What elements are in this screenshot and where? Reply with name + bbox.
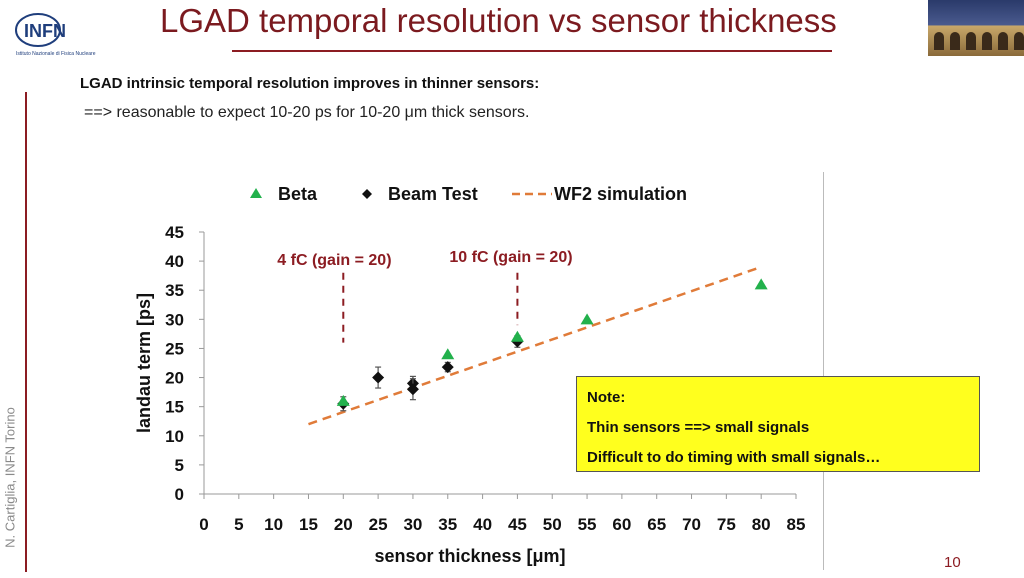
y-tick-label: 5 — [175, 456, 184, 475]
beam-test-point — [406, 383, 419, 396]
x-tick-label: 80 — [752, 515, 771, 534]
note-heading: Note: — [587, 389, 626, 406]
legend-beta-marker — [250, 188, 262, 198]
x-tick-label: 45 — [508, 515, 527, 534]
annotation-label: 4 fC (gain = 20) — [277, 252, 391, 269]
svg-text:Istituto Nazionale di Fisica N: Istituto Nazionale di Fisica Nucleare — [16, 51, 96, 57]
x-tick-label: 0 — [199, 515, 208, 534]
x-tick-label: 60 — [612, 515, 631, 534]
timing-chart: 0 5 10 15 20 25 30 35 40 45 50 55 60 65 70 75 80 85 0 5 10 15… — [134, 184, 806, 566]
legend-wf2-label: WF2 simulation — [554, 184, 687, 204]
subline-text: ==> reasonable to expect 10-20 ps for 10… — [84, 104, 530, 121]
x-tick-label: 15 — [299, 515, 318, 534]
page-number: 10 — [944, 554, 961, 571]
x-tick-label: 25 — [369, 515, 388, 534]
title-underline — [232, 50, 832, 52]
chart-container: 0 5 10 15 20 25 30 35 40 45 50 55 60 65 70 75 80 85 0 5 10 15… — [130, 172, 826, 572]
note-line-1: Thin sensors ==> small signals — [587, 419, 810, 436]
beta-point — [510, 330, 524, 342]
x-tick-label: 75 — [717, 515, 736, 534]
x-tick-label: 10 — [264, 515, 283, 534]
y-tick-label: 25 — [165, 339, 184, 358]
x-tick-label: 70 — [682, 515, 701, 534]
x-tick-label: 50 — [543, 515, 562, 534]
x-tick-label: 55 — [578, 515, 597, 534]
note-line-2: Difficult to do timing with small signal… — [587, 449, 881, 466]
beta-point — [754, 278, 768, 290]
torino-photo — [928, 0, 1024, 56]
author-label: N. Cartiglia, INFN Torino — [2, 407, 18, 548]
legend-beam-test-label: Beam Test — [388, 184, 478, 204]
wf2-simulation-line — [308, 265, 762, 426]
headline-text: LGAD intrinsic temporal resolution impro… — [80, 75, 540, 92]
y-tick-label: 0 — [175, 485, 184, 504]
page-title: LGAD temporal resolution vs sensor thick… — [160, 2, 837, 39]
beta-point — [441, 348, 455, 360]
x-tick-label: 20 — [334, 515, 353, 534]
annotation-label: 10 fC (gain = 20) — [449, 249, 572, 266]
left-accent-rule — [25, 92, 27, 572]
x-tick-label: 65 — [647, 515, 666, 534]
y-tick-label: 35 — [165, 281, 184, 300]
x-tick-label: 35 — [438, 515, 457, 534]
beta-point — [580, 313, 594, 325]
svg-text:INFN: INFN — [24, 21, 66, 41]
y-axis-title: landau term [ps] — [134, 293, 154, 433]
x-tick-label: 40 — [473, 515, 492, 534]
beta-point — [336, 394, 350, 406]
beam-test-point — [441, 361, 454, 374]
beam-test-point — [372, 371, 385, 384]
x-tick-label: 85 — [787, 515, 806, 534]
x-axis-title: sensor thickness [μm] — [374, 546, 565, 566]
x-tick-label: 30 — [403, 515, 422, 534]
note-box: Note: Thin sensors ==> small signals Dif… — [576, 376, 980, 472]
infn-logo: INFN Istituto Nazionale di Fisica Nuclea… — [15, 13, 96, 57]
legend-beta-label: Beta — [278, 184, 318, 204]
y-tick-label: 10 — [165, 427, 184, 446]
x-tick-label: 5 — [234, 515, 243, 534]
y-tick-label: 20 — [165, 369, 184, 388]
legend-beam-test-marker — [362, 189, 372, 199]
y-tick-label: 15 — [165, 398, 184, 417]
y-tick-label: 40 — [165, 252, 184, 271]
chart-frame-edge — [823, 172, 824, 570]
y-tick-label: 45 — [165, 223, 184, 242]
y-tick-label: 30 — [165, 310, 184, 329]
